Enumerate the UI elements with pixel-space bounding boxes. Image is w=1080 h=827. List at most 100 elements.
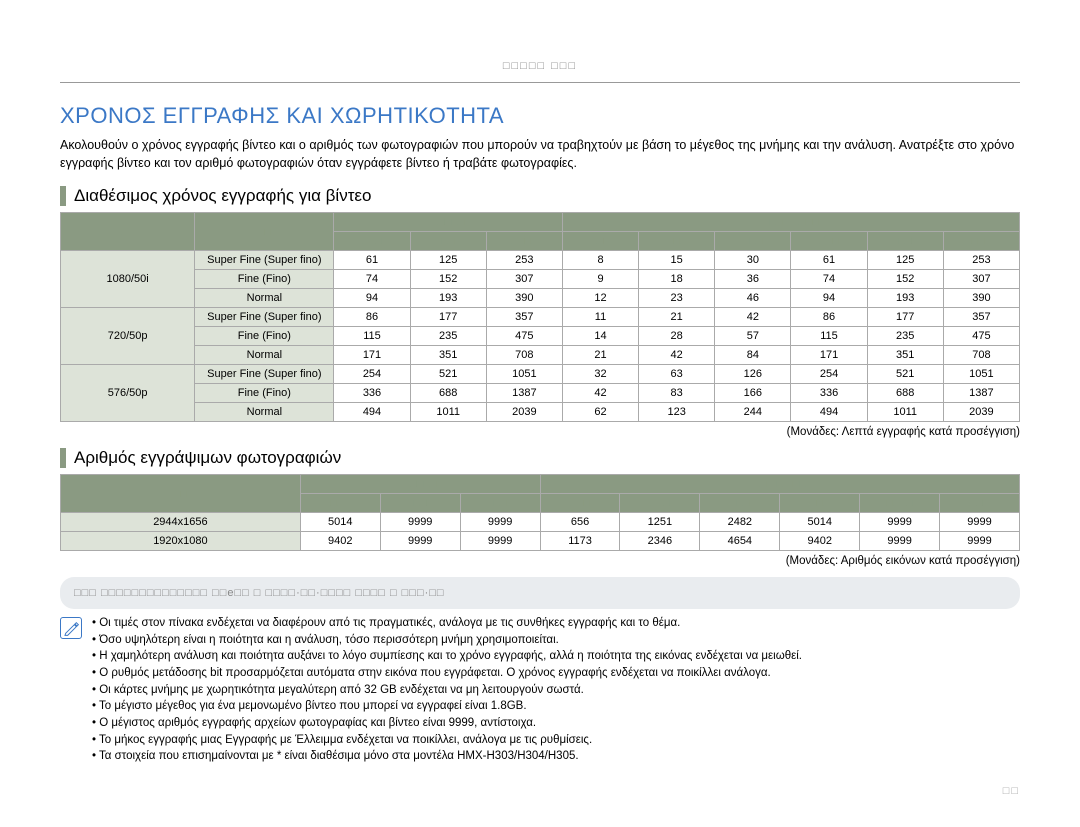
note-item: Ο ρυθμός μετάδοσης bit προσαρμόζεται αυτ… xyxy=(92,665,802,682)
table-cell: 9999 xyxy=(860,513,940,532)
table-cell: 94 xyxy=(334,289,410,308)
table-cell: 235 xyxy=(410,327,486,346)
table-cell: 8 xyxy=(562,251,638,270)
table-cell: 171 xyxy=(334,346,410,365)
table-row-res: 1080/50i xyxy=(61,251,195,308)
table-cell: 5014 xyxy=(300,513,380,532)
table-cell: 253 xyxy=(943,251,1019,270)
table-cell: 1051 xyxy=(943,365,1019,384)
table-cell: 351 xyxy=(410,346,486,365)
table-cell: 74 xyxy=(334,270,410,289)
table-cell: 1387 xyxy=(943,384,1019,403)
table-cell: 336 xyxy=(791,384,867,403)
table-cell: 5014 xyxy=(780,513,860,532)
table-cell: 253 xyxy=(486,251,562,270)
note-item: Όσο υψηλότερη είναι η ποιότητα και η ανά… xyxy=(92,632,802,649)
table-cell: 494 xyxy=(334,403,410,422)
table-cell: 46 xyxy=(715,289,791,308)
table-cell: 61 xyxy=(791,251,867,270)
table-cell: 1173 xyxy=(540,532,620,551)
intro-paragraph: Ακολουθούν ο χρόνος εγγραφής βίντεο και … xyxy=(60,137,1020,172)
table-cell: 1011 xyxy=(867,403,943,422)
table-cell: 9999 xyxy=(940,532,1020,551)
table-cell: 2346 xyxy=(620,532,700,551)
table-cell: 57 xyxy=(715,327,791,346)
photo-subheading: Αριθμός εγγράψιμων φωτογραφιών xyxy=(60,448,1020,468)
table-cell: 9402 xyxy=(780,532,860,551)
table-cell: 688 xyxy=(410,384,486,403)
photo-table: □□□□□□□□□ □□ □□□□□□□□□□□□□□□□□□□□□□□□□□□… xyxy=(60,474,1020,551)
note-item: Ο μέγιστος αριθμός εγγραφής αρχείων φωτο… xyxy=(92,715,802,732)
table-cell: 63 xyxy=(639,365,715,384)
table-cell: 152 xyxy=(410,270,486,289)
table-cell: 9402 xyxy=(300,532,380,551)
table-cell: 94 xyxy=(791,289,867,308)
note-item: Οι τιμές στον πίνακα ενδέχεται να διαφέρ… xyxy=(92,615,802,632)
table-cell: 14 xyxy=(562,327,638,346)
table-cell: 115 xyxy=(334,327,410,346)
table-row-quality: Normal xyxy=(195,346,334,365)
table-cell: 61 xyxy=(334,251,410,270)
table-cell: 708 xyxy=(943,346,1019,365)
table-cell: 115 xyxy=(791,327,867,346)
table-cell: 18 xyxy=(639,270,715,289)
table-cell: 193 xyxy=(410,289,486,308)
table-cell: 351 xyxy=(867,346,943,365)
table-cell: 656 xyxy=(540,513,620,532)
table-row-quality: Super Fine (Super fino) xyxy=(195,308,334,327)
table-cell: 125 xyxy=(867,251,943,270)
table-cell: 12 xyxy=(562,289,638,308)
video-table: □□□□□□□□□□□□□ □□□□□□□□□□□□□□□□□□□□□□□□□□… xyxy=(60,212,1020,422)
table-cell: 1051 xyxy=(486,365,562,384)
table-cell: 177 xyxy=(867,308,943,327)
top-section-label: □□□□□ □□□ xyxy=(60,60,1020,72)
table-cell: 28 xyxy=(639,327,715,346)
table-cell: 123 xyxy=(639,403,715,422)
footnote-box: □□□ □□□□□□□□□□□□□□ □□e□□ □ □□□□·□□·□□□□ … xyxy=(60,577,1020,609)
table-cell: 42 xyxy=(562,384,638,403)
table-cell: 21 xyxy=(639,308,715,327)
table-cell: 15 xyxy=(639,251,715,270)
note-item: Το μέγιστο μέγεθος για ένα μεμονωμένο βί… xyxy=(92,698,802,715)
table-row-res: 1920x1080 xyxy=(61,532,301,551)
table-cell: 475 xyxy=(486,327,562,346)
table-cell: 494 xyxy=(791,403,867,422)
table-cell: 688 xyxy=(867,384,943,403)
table-row-quality: Fine (Fino) xyxy=(195,384,334,403)
table-cell: 42 xyxy=(639,346,715,365)
table-cell: 62 xyxy=(562,403,638,422)
video-subheading: Διαθέσιμος χρόνος εγγραφής για βίντεο xyxy=(60,186,1020,206)
table-row-quality: Super Fine (Super fino) xyxy=(195,365,334,384)
table-cell: 11 xyxy=(562,308,638,327)
table-cell: 86 xyxy=(791,308,867,327)
table-cell: 42 xyxy=(715,308,791,327)
table-row-quality: Normal xyxy=(195,289,334,308)
table-cell: 21 xyxy=(562,346,638,365)
table-cell: 86 xyxy=(334,308,410,327)
notes-list: Οι τιμές στον πίνακα ενδέχεται να διαφέρ… xyxy=(92,615,802,765)
table-row-quality: Super Fine (Super fino) xyxy=(195,251,334,270)
table-cell: 4654 xyxy=(700,532,780,551)
main-heading: ΧΡΟΝΟΣ ΕΓΓΡΑΦΗΣ ΚΑΙ ΧΩΡΗΤΙΚΟΤΗΤΑ xyxy=(60,103,1020,129)
note-icon xyxy=(60,617,82,639)
table-cell: 177 xyxy=(410,308,486,327)
table-row-quality: Normal xyxy=(195,403,334,422)
table-cell: 521 xyxy=(410,365,486,384)
table-cell: 235 xyxy=(867,327,943,346)
table-cell: 152 xyxy=(867,270,943,289)
table-cell: 2482 xyxy=(700,513,780,532)
table-cell: 307 xyxy=(486,270,562,289)
top-rule xyxy=(60,82,1020,83)
table-cell: 2039 xyxy=(943,403,1019,422)
table-row-res: 720/50p xyxy=(61,308,195,365)
table-cell: 166 xyxy=(715,384,791,403)
note-item: Η χαμηλότερη ανάλυση και ποιότητα αυξάνε… xyxy=(92,648,802,665)
table-cell: 30 xyxy=(715,251,791,270)
table-row-res: 2944x1656 xyxy=(61,513,301,532)
page-number: □□ xyxy=(1003,785,1020,797)
note-item: Το μήκος εγγραφής μιας Εγγραφής με Έλλει… xyxy=(92,732,802,749)
table-row-quality: Fine (Fino) xyxy=(195,270,334,289)
table-cell: 475 xyxy=(943,327,1019,346)
note-item: Τα στοιχεία που επισημαίνονται με * είνα… xyxy=(92,748,802,765)
table-cell: 9999 xyxy=(460,513,540,532)
